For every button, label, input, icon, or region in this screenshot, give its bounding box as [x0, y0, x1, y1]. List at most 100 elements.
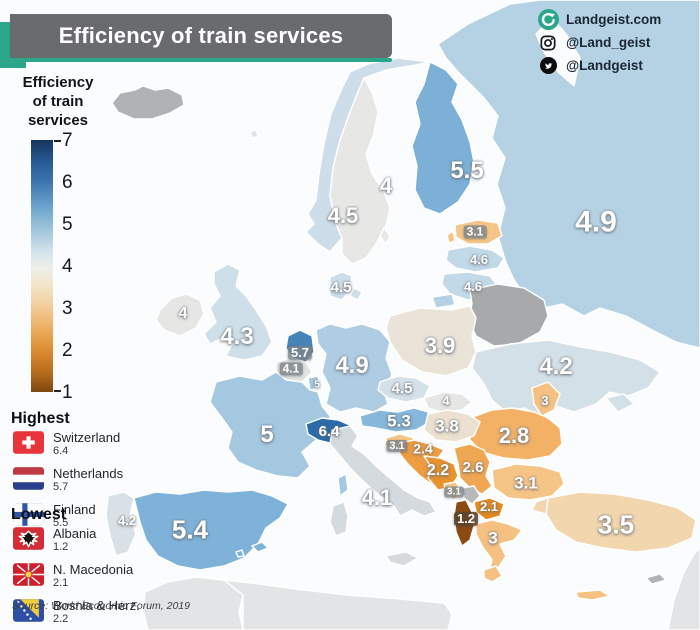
- country-cyprus: [645, 573, 667, 585]
- country-iceland: [111, 85, 185, 120]
- region-thrace: [531, 497, 549, 515]
- map-label-md: 3: [541, 392, 549, 408]
- rank-row-albania: Albania 1.2: [13, 526, 153, 555]
- map-label-hr: 2.4: [413, 440, 433, 457]
- instagram-icon: [536, 34, 560, 51]
- colorbar-tick-5: 5: [62, 214, 73, 235]
- island-sardinia: [329, 501, 349, 537]
- country-name: N. Macedonia: [53, 562, 134, 578]
- country-value: 2.2: [53, 613, 69, 626]
- social-twitter[interactable]: @Landgeist: [536, 54, 686, 77]
- map-label-bg: 3.1: [514, 473, 538, 493]
- map-label-tr: 3.5: [597, 509, 635, 540]
- rank-row-switzerland: Switzerland 6.4: [13, 430, 153, 459]
- country-name: Bosnia & Herz.: [53, 598, 140, 614]
- source-note: Source: World Economic Forum, 2019: [12, 600, 190, 612]
- island-zealand: [349, 287, 363, 301]
- rank-row-bosnia-herz-: Bosnia & Herz. 2.2: [13, 598, 153, 627]
- colorbar-tick-4: 4: [62, 256, 73, 277]
- country-hungary: [423, 409, 481, 443]
- map-label-se: 4: [379, 172, 393, 198]
- map-label-es: 5.4: [171, 514, 209, 545]
- map-label-no: 4.5: [327, 202, 359, 228]
- land-middle-east: [667, 547, 700, 630]
- highest-list: Switzerland 6.4 Netherlands 5.7 Finland 5.5: [13, 430, 153, 539]
- country-value: 1.2: [53, 541, 69, 554]
- country-luxembourg: [307, 375, 321, 391]
- island-ibiza: [235, 549, 245, 558]
- title-underline: [10, 58, 392, 62]
- rank-row-finland: Finland 5.5: [13, 502, 153, 531]
- map-label-de: 4.9: [335, 351, 369, 379]
- island-mallorca: [251, 541, 269, 553]
- country-denmark: [329, 271, 353, 301]
- land-morocco: [142, 576, 244, 630]
- map-label-gr: 3: [488, 528, 498, 548]
- country-ukraine: [471, 339, 661, 417]
- rank-row-netherlands: Netherlands 5.7: [13, 466, 153, 495]
- land-algeria: [223, 579, 453, 630]
- country-finland: [411, 61, 475, 215]
- colorbar-tick-3: 3: [62, 298, 73, 319]
- map-label-al: 1.2: [453, 511, 479, 527]
- lowest-list: Albania 1.2 N. Macedonia 2.1 Bosnia & Herz. 2…: [13, 526, 153, 630]
- country-italy: [329, 425, 437, 517]
- map-label-nl: 5.7: [287, 345, 313, 361]
- country-value: 2.1: [53, 577, 69, 590]
- country-latvia: [445, 245, 505, 273]
- colorbar-tick-6: 6: [62, 172, 73, 193]
- country-greece: [475, 519, 523, 577]
- landgeist-logo-icon: [536, 9, 560, 30]
- map-label-ru: 4.9: [575, 205, 617, 239]
- map-label-at: 5.3: [387, 411, 411, 431]
- country-serbia: [453, 443, 493, 495]
- country-romania: [465, 407, 563, 461]
- title-bar: Efficiency of train services: [10, 14, 392, 58]
- map-label-me: 3.1: [444, 486, 464, 498]
- twitter-icon: [536, 57, 560, 74]
- country-germany: [315, 323, 393, 413]
- social-instagram[interactable]: @Land_geist: [536, 31, 686, 54]
- country-bulgaria: [491, 463, 565, 501]
- country-name: Finland: [53, 502, 96, 518]
- map-label-ba: 2.2: [426, 462, 450, 480]
- country-value: 6.4: [53, 445, 69, 458]
- colorbar-tick-7: 7: [62, 130, 73, 151]
- colorbar-tick-2: 2: [62, 340, 73, 361]
- country-name: Switzerland: [53, 430, 121, 445]
- country-ireland: [155, 293, 205, 337]
- country-poland: [385, 305, 477, 377]
- map-label-ie: 4: [178, 305, 188, 323]
- country-portugal: [105, 491, 137, 557]
- land-faroe: [249, 129, 259, 139]
- flag-ch-icon: [13, 431, 44, 454]
- country-turkey: [545, 491, 697, 553]
- twitter-handle: @Landgeist: [566, 58, 643, 73]
- map-label-sk: 4: [442, 392, 450, 408]
- flag-mk-icon: [13, 563, 44, 586]
- map-label-be: 4.1: [279, 362, 303, 376]
- map-label-lu: 5: [314, 379, 320, 391]
- map-label-ch: 6.4: [318, 422, 340, 440]
- map-label-pt: 4.2: [117, 512, 137, 528]
- lowest-heading: Lowest: [11, 506, 67, 523]
- country-value: 5.5: [53, 517, 69, 530]
- social-website[interactable]: Landgeist.com: [536, 8, 686, 31]
- map-label-cz: 4.5: [391, 379, 413, 397]
- region-peloponnese: [483, 565, 503, 583]
- map-label-fi: 5.5: [450, 156, 484, 184]
- island-crete: [575, 589, 611, 601]
- map-label-lv: 4.6: [469, 251, 489, 267]
- island-sicily: [385, 551, 419, 567]
- map-label-si: 3.1: [386, 439, 408, 453]
- map-label-fr: 5: [260, 420, 274, 448]
- social-links: Landgeist.com @Land_geist @Landgeist: [536, 8, 686, 77]
- map-label-it: 4.1: [361, 484, 393, 510]
- website-label: Landgeist.com: [566, 12, 662, 27]
- country-name: Albania: [53, 526, 97, 541]
- country-slovakia: [423, 391, 473, 413]
- map-label-gb: 4.3: [220, 322, 254, 350]
- legend-title: Efficiency of train services: [22, 74, 94, 129]
- region-crimea: [605, 393, 635, 413]
